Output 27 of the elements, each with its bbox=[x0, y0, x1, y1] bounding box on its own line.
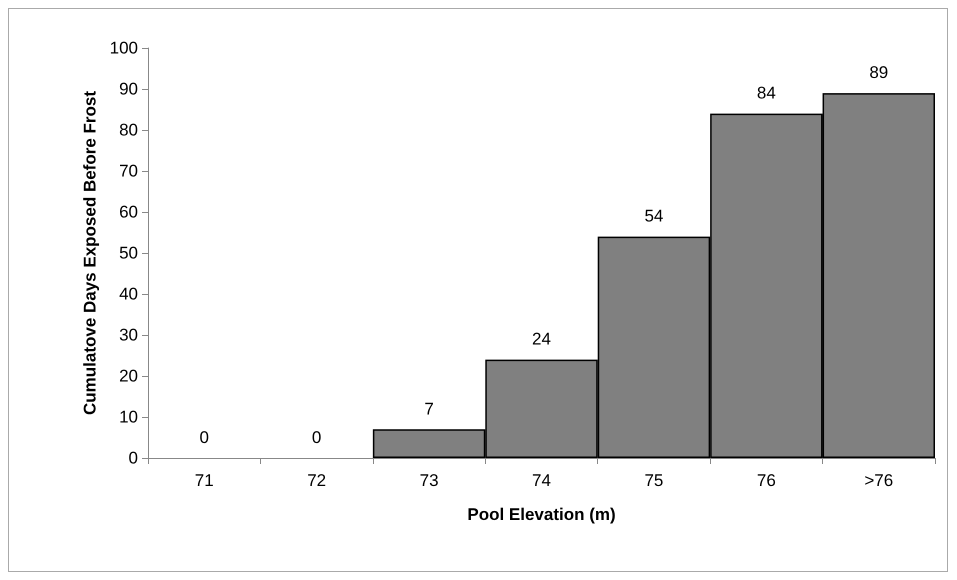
data-label: 89 bbox=[869, 63, 888, 82]
y-tick-label: 100 bbox=[110, 38, 138, 58]
y-axis-title: Cumulatove Days Exposed Before Frost bbox=[80, 90, 100, 416]
x-tick-label: 72 bbox=[307, 471, 326, 490]
data-label: 24 bbox=[532, 330, 551, 349]
y-tick-label: 90 bbox=[119, 80, 138, 98]
y-tick-label: 50 bbox=[119, 244, 138, 262]
x-tick-label: 73 bbox=[420, 471, 439, 490]
y-tick-label: 40 bbox=[119, 284, 138, 304]
x-axis-title: Pool Elevation (m) bbox=[467, 505, 616, 524]
x-tick-label: 71 bbox=[194, 471, 214, 490]
data-label: 7 bbox=[424, 399, 434, 418]
y-tick-label: 0 bbox=[128, 448, 138, 468]
data-label: 0 bbox=[312, 428, 322, 447]
data-label: 0 bbox=[199, 428, 209, 447]
x-tick-label: 75 bbox=[644, 471, 664, 490]
y-tick-label: 10 bbox=[119, 408, 138, 426]
y-tick-label: 80 bbox=[119, 120, 138, 140]
x-tick-label: 74 bbox=[532, 471, 551, 490]
y-tick-label: 30 bbox=[119, 326, 138, 344]
data-label: 54 bbox=[644, 206, 664, 226]
x-tick-label: >76 bbox=[864, 471, 894, 490]
y-tick-label: 60 bbox=[119, 202, 138, 222]
data-label: 84 bbox=[756, 84, 776, 103]
y-tick-label: 20 bbox=[119, 366, 138, 386]
y-tick-label: 70 bbox=[119, 162, 138, 180]
x-tick-label: 76 bbox=[756, 471, 776, 490]
